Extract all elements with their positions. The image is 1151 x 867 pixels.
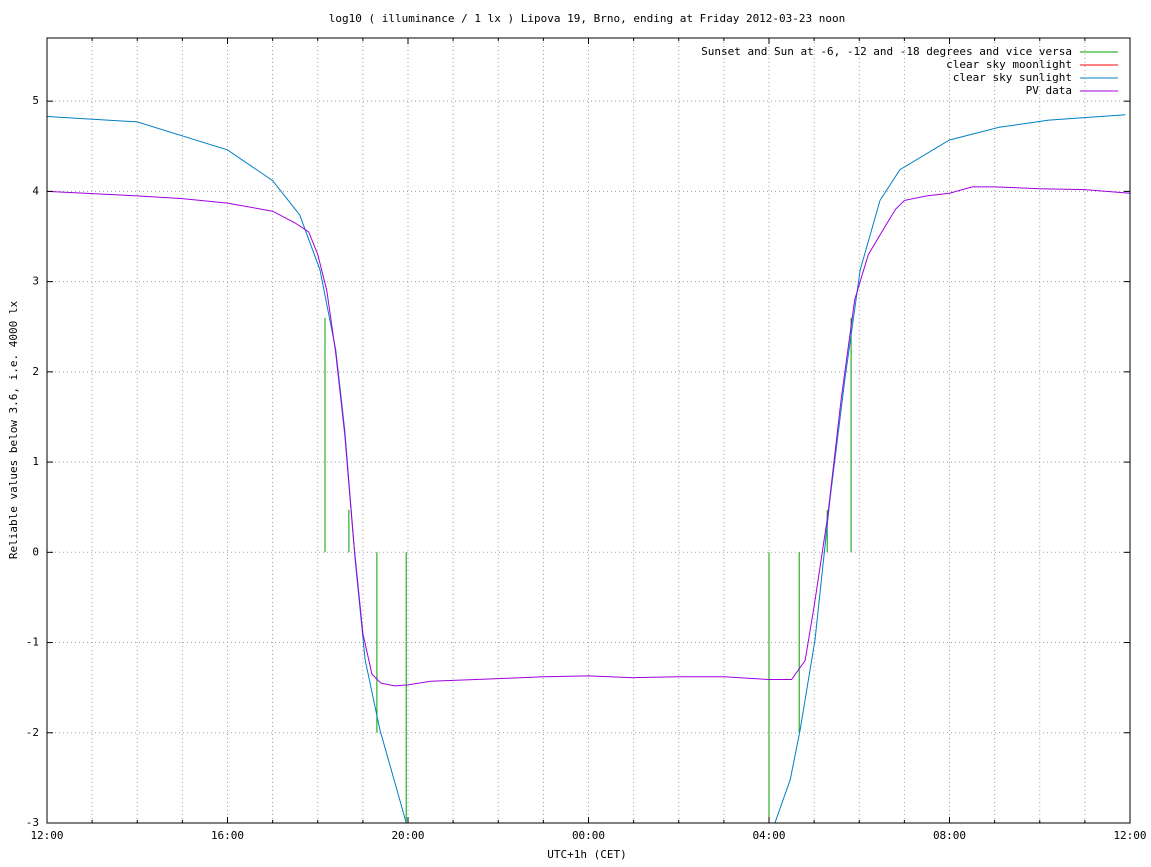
legend-label: Sunset and Sun at -6, -12 and -18 degree… bbox=[701, 45, 1072, 58]
grid bbox=[46, 38, 1131, 824]
y-tick-label: 4 bbox=[32, 184, 39, 197]
y-tick-label: -3 bbox=[26, 816, 39, 829]
y-tick-label: 0 bbox=[32, 545, 39, 558]
x-tick-label: 04:00 bbox=[752, 829, 785, 842]
series-line bbox=[47, 114, 1126, 823]
x-tick-label: 12:00 bbox=[1113, 829, 1146, 842]
y-tick-label: 1 bbox=[32, 455, 39, 468]
series-line bbox=[324, 317, 852, 823]
x-tick-label: 08:00 bbox=[933, 829, 966, 842]
x-tick-label: 00:00 bbox=[572, 829, 605, 842]
x-tick-label: 12:00 bbox=[30, 829, 63, 842]
y-axis-label: Reliable values below 3.6, i.e. 4000 lx bbox=[7, 300, 20, 559]
x-tick-label: 16:00 bbox=[211, 829, 244, 842]
chart-title: log10 ( illuminance / 1 lx ) Lipova 19, … bbox=[329, 12, 846, 25]
y-tick-label: 5 bbox=[32, 94, 39, 107]
legend-label: PV data bbox=[1026, 84, 1072, 97]
x-tick-label: 20:00 bbox=[391, 829, 424, 842]
y-tick-label: 2 bbox=[32, 365, 39, 378]
legend-label: clear sky moonlight bbox=[946, 58, 1072, 71]
plot-lines bbox=[47, 114, 1130, 823]
y-tick-label: -2 bbox=[26, 726, 39, 739]
legend-label: clear sky sunlight bbox=[953, 71, 1072, 84]
series-line bbox=[47, 186, 1130, 687]
y-tick-label: 3 bbox=[32, 275, 39, 288]
x-axis-label: UTC+1h (CET) bbox=[547, 848, 626, 861]
y-tick-label: -1 bbox=[26, 636, 39, 649]
